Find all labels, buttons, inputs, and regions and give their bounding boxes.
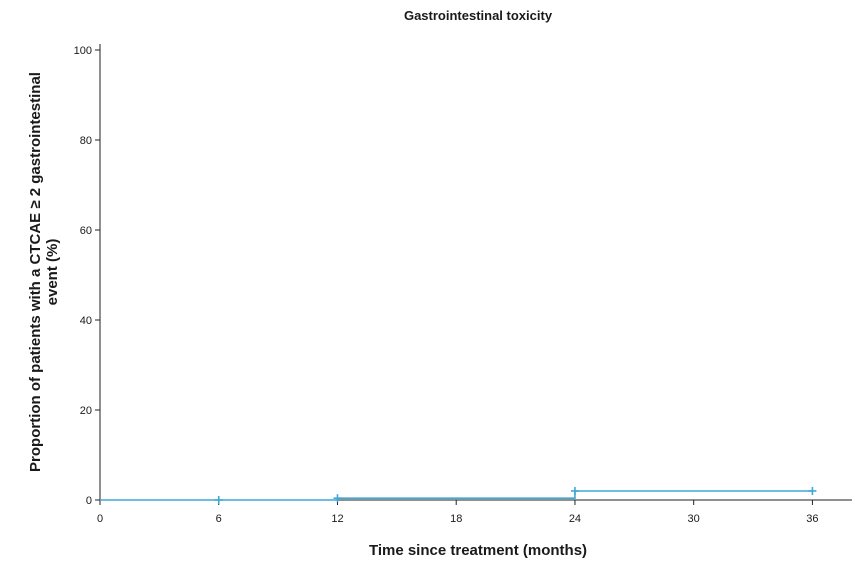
y-tick-label: 60 bbox=[80, 225, 92, 237]
censor-mark bbox=[333, 494, 342, 503]
censor-mark bbox=[214, 496, 223, 504]
x-tick-label: 6 bbox=[216, 513, 222, 525]
y-axis-title-line-1: Proportion of patients with a CTCAE ≥ 2 … bbox=[27, 72, 44, 472]
series-layer bbox=[100, 487, 817, 504]
x-tick-label: 18 bbox=[450, 513, 462, 525]
x-tick-label: 30 bbox=[688, 513, 700, 525]
x-tick-label: 0 bbox=[97, 513, 103, 525]
x-tick-label: 24 bbox=[569, 513, 581, 525]
y-ticks: 0 20 40 60 80 100 bbox=[74, 45, 100, 507]
y-tick-label: 80 bbox=[80, 135, 92, 147]
censor-mark bbox=[570, 487, 579, 495]
chart-title: Gastrointestinal toxicity bbox=[404, 8, 553, 23]
x-tick-label: 12 bbox=[331, 513, 343, 525]
y-tick-label: 100 bbox=[74, 45, 92, 57]
x-tick-label: 36 bbox=[806, 513, 818, 525]
x-ticks: 0 6 12 18 24 30 36 bbox=[97, 500, 819, 525]
y-tick-label: 20 bbox=[80, 405, 92, 417]
y-tick-label: 40 bbox=[80, 315, 92, 327]
censor-mark bbox=[808, 487, 817, 495]
y-axis-title: Proportion of patients with a CTCAE ≥ 2 … bbox=[27, 72, 61, 472]
y-tick-label: 0 bbox=[86, 495, 92, 507]
series-line bbox=[100, 490, 813, 501]
x-axis-title: Time since treatment (months) bbox=[369, 542, 587, 559]
y-axis-title-line-2: event (%) bbox=[44, 239, 61, 306]
